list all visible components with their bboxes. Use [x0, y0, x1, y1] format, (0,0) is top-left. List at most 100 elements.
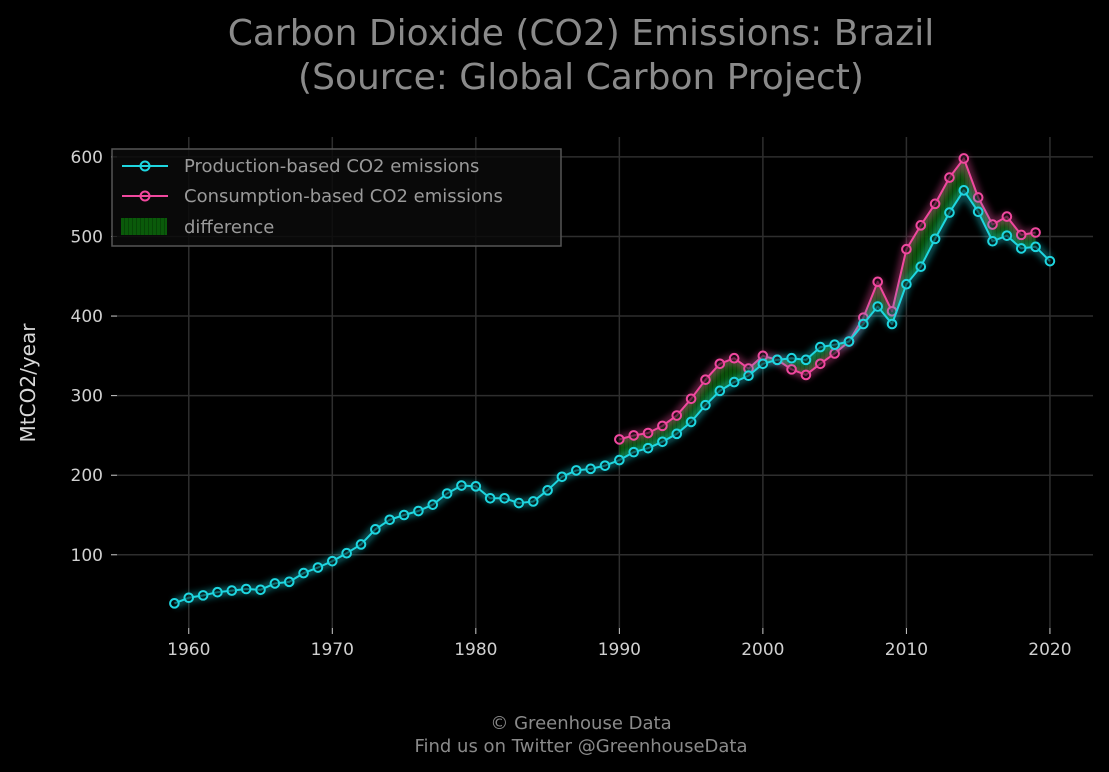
production-point [527, 496, 539, 507]
legend-box [111, 148, 562, 247]
production-point [212, 586, 223, 598]
production-point [1030, 241, 1041, 253]
consumption-point [872, 276, 884, 288]
legend: Production-based CO2 emissions Consumpti… [111, 148, 562, 247]
production-point [642, 442, 654, 454]
production-point [326, 555, 338, 567]
production-point [972, 206, 984, 218]
production-point [1015, 243, 1027, 254]
consumption-point [944, 172, 955, 183]
production-point [542, 485, 553, 496]
chart-title-line1: Carbon Dioxide (CO2) Emissions: Brazil [228, 13, 934, 54]
production-point [240, 583, 252, 595]
x-tick-label: 1990 [598, 640, 641, 660]
y-tick-label: 500 [71, 227, 103, 247]
production-point [183, 592, 195, 604]
consumption-point [628, 430, 640, 441]
production-point [987, 235, 998, 247]
legend-consumption-marker [139, 190, 151, 202]
production-point [283, 576, 295, 588]
production-point [269, 578, 281, 589]
consumption-point [915, 220, 927, 231]
y-axis-label: MtCO2/year [16, 323, 40, 443]
x-tick-label: 2000 [741, 640, 784, 660]
production-point [771, 354, 783, 366]
consumption-point [685, 393, 697, 405]
series-lines [169, 153, 1056, 609]
credit-line2: Find us on Twitter @GreenhouseData [414, 736, 747, 757]
production-point [743, 370, 754, 382]
consumption-point [829, 348, 840, 359]
production-point [312, 562, 324, 573]
y-tick-label: 200 [71, 466, 103, 486]
production-point [829, 339, 840, 351]
x-tick-label: 1960 [167, 640, 210, 660]
production-point [341, 547, 352, 559]
production-point [599, 460, 611, 471]
production-point [456, 480, 467, 491]
production-point [226, 585, 238, 596]
production-point [298, 567, 309, 579]
credit-line1: © Greenhouse Data [490, 713, 671, 734]
production-point [441, 488, 453, 499]
production-point [470, 481, 482, 492]
production-point [1001, 230, 1013, 241]
y-tick-label: 600 [71, 148, 103, 168]
production-point [355, 539, 367, 550]
consumption-point [929, 198, 941, 210]
chart-title-line2: (Source: Global Carbon Project) [298, 57, 864, 98]
production-point [628, 446, 640, 458]
production-point [728, 376, 740, 388]
consumption-point [1030, 227, 1041, 238]
legend-consumption-label: Consumption-based CO2 emissions [184, 186, 503, 207]
production-point [944, 207, 955, 218]
production-point [786, 352, 797, 364]
consumption-point [958, 153, 970, 164]
production-point [255, 584, 266, 596]
production-point [413, 505, 424, 517]
legend-production-marker [139, 160, 151, 172]
legend-difference-swatch [121, 218, 167, 235]
legend-difference-label: difference [184, 217, 274, 238]
consumption-point [642, 427, 654, 439]
consumption-point [786, 364, 797, 375]
production-point [370, 524, 381, 535]
production-point [614, 454, 625, 466]
consumption-point [728, 352, 740, 364]
production-point [585, 463, 596, 475]
production-point [901, 278, 912, 290]
x-tick-label: 1980 [454, 640, 497, 660]
production-point [197, 590, 209, 601]
y-tick-label: 100 [71, 546, 103, 566]
production-point [714, 385, 726, 397]
production-point [384, 514, 396, 526]
consumption-point [671, 410, 683, 421]
y-tick-label: 400 [71, 307, 103, 327]
production-point [814, 341, 826, 353]
y-tick-label: 300 [71, 387, 103, 407]
production-point [427, 499, 439, 510]
production-point [843, 336, 855, 347]
production-point [685, 416, 697, 428]
consumption-point [1001, 211, 1013, 222]
legend-production-label: Production-based CO2 emissions [184, 156, 479, 177]
consumption-point [1015, 229, 1027, 241]
production-point [657, 436, 668, 448]
production-point [513, 497, 525, 509]
x-tick-label: 2010 [885, 640, 928, 660]
production-point [169, 598, 180, 609]
production-point [570, 465, 582, 476]
production-point [915, 261, 927, 273]
production-point [499, 492, 510, 504]
production-point [1044, 255, 1056, 267]
production-point [929, 233, 941, 245]
production-point [671, 428, 683, 440]
production-point [484, 492, 496, 504]
consumption-point [700, 374, 711, 386]
x-tick-label: 2020 [1028, 640, 1071, 660]
production-point [800, 354, 812, 366]
production-point [872, 301, 884, 312]
consumption-point [901, 243, 912, 255]
consumption-point [714, 358, 726, 370]
